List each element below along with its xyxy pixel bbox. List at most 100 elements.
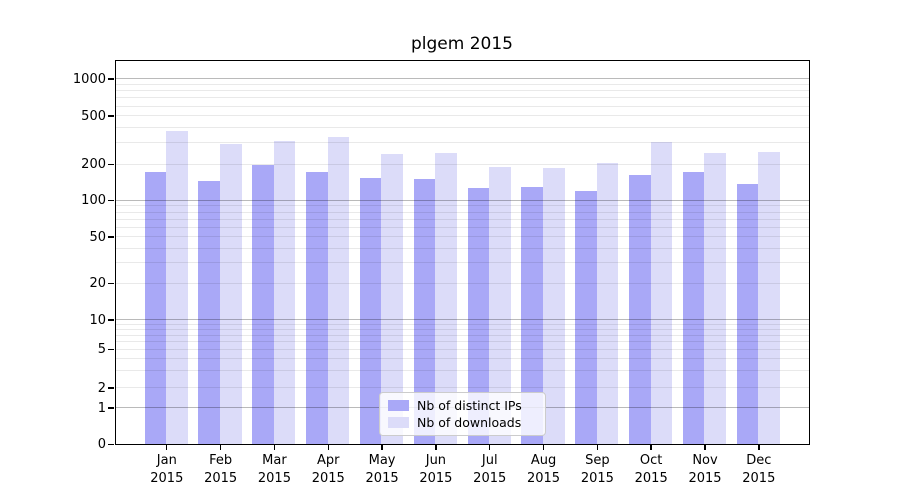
bar-downloads-feb bbox=[220, 143, 242, 444]
y-tick-label: 0 bbox=[97, 437, 106, 452]
y-tick-mark bbox=[108, 282, 114, 285]
bar-downloads-sep bbox=[596, 163, 619, 444]
x-tick-mark bbox=[381, 445, 383, 450]
x-tick-label: Nov 2015 bbox=[688, 453, 722, 486]
bar-downloads-nov bbox=[704, 153, 726, 444]
legend-swatch-distinct-ips bbox=[388, 400, 409, 411]
y-tick-mark bbox=[108, 78, 114, 80]
legend: Nb of distinct IPs Nb of downloads bbox=[379, 392, 546, 436]
legend-item-downloads: Nb of downloads bbox=[388, 414, 537, 430]
x-tick-label: Dec 2015 bbox=[742, 453, 776, 486]
bar-distinct-ips-may bbox=[359, 178, 382, 444]
gridline-minor bbox=[115, 282, 809, 284]
bar-distinct-ips-mar bbox=[252, 165, 274, 444]
bar-downloads-apr bbox=[327, 136, 350, 444]
y-tick-label: 200 bbox=[81, 157, 106, 172]
y-tick-mark bbox=[108, 236, 114, 238]
x-tick-mark bbox=[327, 445, 329, 450]
y-tick-label: 20 bbox=[89, 276, 106, 291]
bar-distinct-ips-feb bbox=[198, 180, 220, 444]
y-tick-mark bbox=[108, 115, 114, 117]
bar-downloads-jan bbox=[166, 131, 188, 444]
y-tick-label: 1000 bbox=[72, 71, 106, 87]
gridline-minor bbox=[115, 334, 809, 336]
y-tick-label: 500 bbox=[81, 108, 106, 124]
x-tick-label: Apr 2015 bbox=[311, 453, 345, 486]
y-tick-mark bbox=[108, 407, 114, 409]
bar-distinct-ips-oct bbox=[628, 174, 651, 444]
y-tick-label: 10 bbox=[89, 312, 106, 328]
plot-area bbox=[114, 60, 810, 445]
x-tick-label: Mar 2015 bbox=[257, 453, 291, 486]
bar-downloads-may bbox=[381, 153, 404, 444]
x-tick-mark bbox=[166, 445, 168, 450]
legend-label-distinct-ips: Nb of distinct IPs bbox=[417, 397, 522, 413]
x-tick-mark bbox=[758, 445, 760, 450]
y-tick-mark bbox=[108, 163, 114, 166]
gridline-minor bbox=[115, 115, 809, 117]
y-tick-mark bbox=[108, 443, 114, 446]
gridline-minor bbox=[115, 247, 809, 249]
x-tick-mark bbox=[435, 445, 437, 450]
gridline-minor bbox=[115, 142, 809, 144]
bar-distinct-ips-apr bbox=[306, 172, 328, 444]
gridline-major bbox=[115, 199, 809, 201]
legend-label-downloads: Nb of downloads bbox=[417, 414, 522, 430]
gridline-minor bbox=[115, 218, 809, 220]
gridline-minor bbox=[115, 84, 809, 86]
x-tick-mark bbox=[219, 445, 222, 450]
gridline-minor bbox=[115, 205, 809, 207]
y-tick-label: 50 bbox=[89, 229, 106, 245]
x-tick-mark bbox=[704, 445, 706, 450]
gridline-minor bbox=[115, 97, 809, 99]
y-tick-mark bbox=[108, 387, 114, 389]
bar-distinct-ips-jul bbox=[467, 187, 490, 444]
legend-item-distinct-ips: Nb of distinct IPs bbox=[388, 397, 537, 413]
x-tick-label: Aug 2015 bbox=[526, 453, 561, 486]
legend-swatch-downloads bbox=[388, 417, 409, 428]
gridline-minor bbox=[115, 358, 809, 360]
gridline-minor bbox=[115, 90, 809, 92]
bar-distinct-ips-dec bbox=[736, 184, 759, 444]
y-tick-label: 2 bbox=[97, 380, 106, 396]
y-tick-mark bbox=[108, 199, 114, 202]
bar-distinct-ips-sep bbox=[575, 190, 597, 444]
x-tick-mark bbox=[542, 445, 545, 450]
bar-downloads-aug bbox=[542, 167, 565, 444]
gridline-minor bbox=[115, 211, 809, 213]
x-tick-mark bbox=[273, 445, 276, 450]
y-tick-label: 100 bbox=[81, 193, 106, 208]
x-tick-label: Jul 2015 bbox=[473, 453, 507, 486]
bar-downloads-oct bbox=[650, 141, 673, 444]
gridline-minor bbox=[115, 370, 809, 372]
y-tick-label: 5 bbox=[97, 342, 106, 357]
gridline-major bbox=[115, 319, 809, 321]
gridline-minor bbox=[115, 127, 809, 129]
gridline-minor bbox=[115, 262, 809, 264]
x-tick-label: Oct 2015 bbox=[634, 453, 668, 486]
bar-distinct-ips-jan bbox=[144, 172, 167, 444]
gridline-minor bbox=[115, 163, 809, 165]
bar-downloads-jul bbox=[489, 166, 511, 444]
bar-distinct-ips-aug bbox=[521, 187, 543, 444]
bar-distinct-ips-nov bbox=[682, 172, 705, 444]
gridline-major bbox=[115, 78, 809, 80]
bar-downloads-jun bbox=[435, 152, 457, 444]
bar-downloads-dec bbox=[758, 151, 780, 444]
gridline-minor bbox=[115, 323, 809, 325]
bar-distinct-ips-jun bbox=[413, 179, 436, 444]
x-tick-label: May 2015 bbox=[365, 453, 399, 486]
x-tick-mark bbox=[650, 445, 652, 450]
gridline-minor bbox=[115, 105, 809, 107]
gridline-minor bbox=[115, 226, 809, 228]
bar-downloads-mar bbox=[273, 141, 296, 444]
x-tick-mark bbox=[489, 445, 491, 450]
gridline-minor bbox=[115, 236, 809, 238]
gridline-minor bbox=[115, 328, 809, 330]
y-tick-mark bbox=[108, 319, 114, 321]
y-tick-mark bbox=[108, 348, 114, 351]
gridline-minor bbox=[115, 348, 809, 350]
gridline-minor bbox=[115, 387, 809, 389]
x-tick-label: Jan 2015 bbox=[150, 453, 184, 486]
